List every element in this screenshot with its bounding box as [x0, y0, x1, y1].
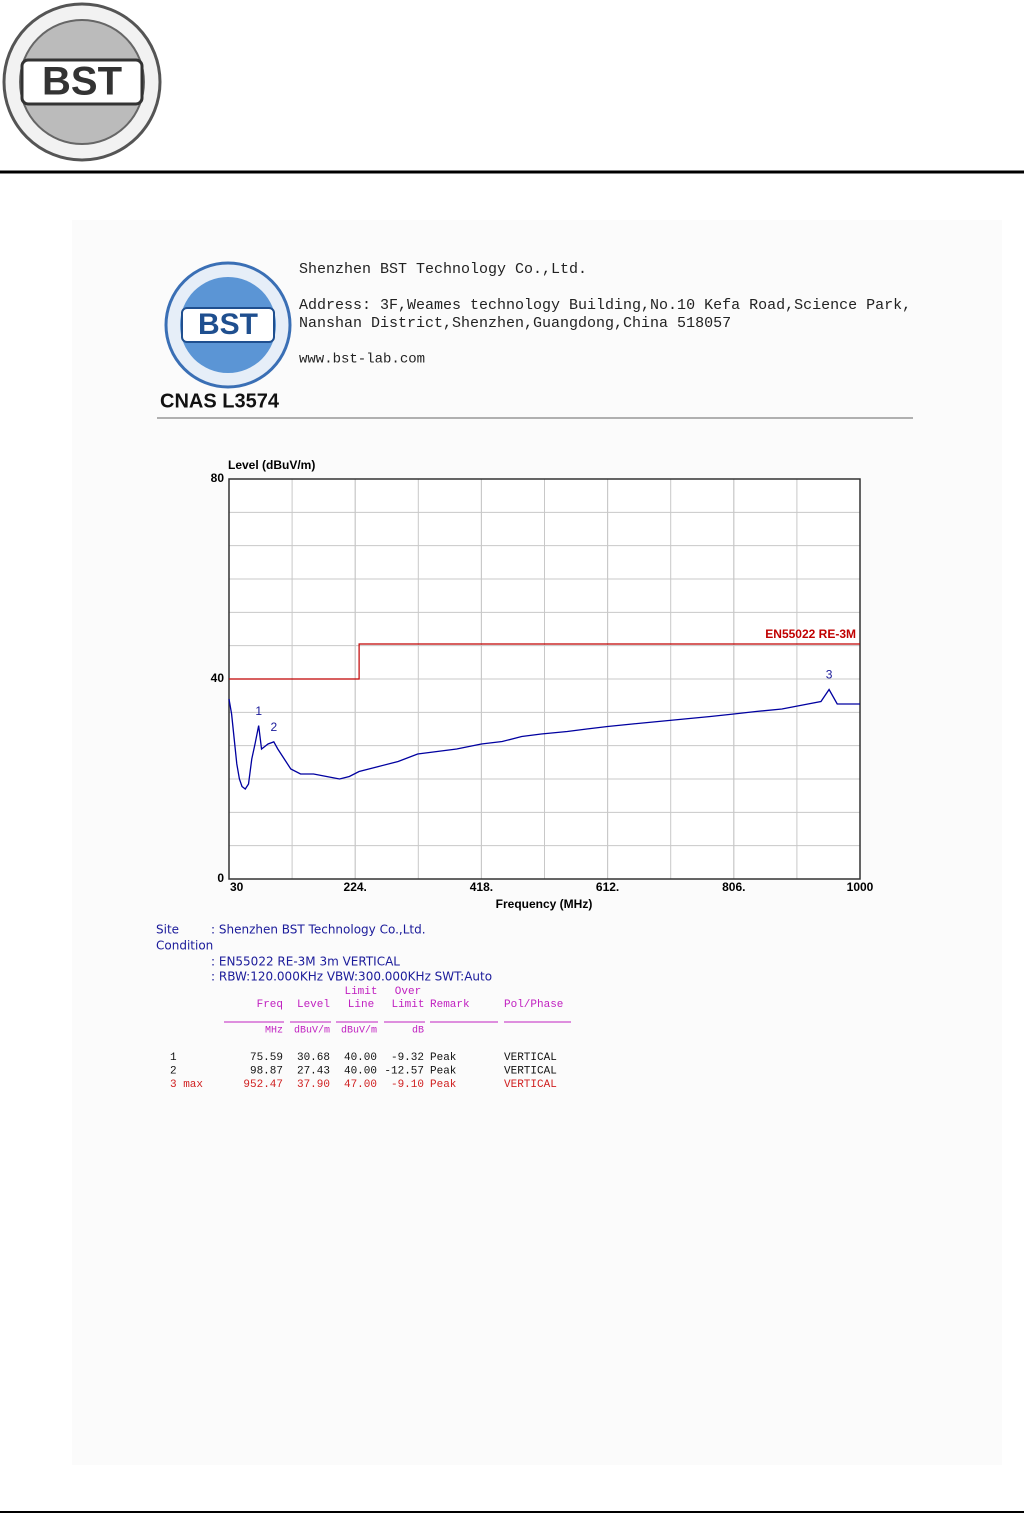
condition-value: : EN55022 RE-3M 3m VERTICAL: [211, 955, 400, 969]
condition-label: Condition: [156, 939, 213, 953]
column-header: Over: [395, 986, 421, 998]
table-cell: 37.90: [297, 1079, 330, 1091]
x-tick-label: 30: [230, 880, 244, 894]
x-tick-label: 806.: [722, 880, 745, 894]
column-unit: MHz: [265, 1026, 283, 1037]
legend-label: EN55022 RE-3M: [765, 627, 856, 641]
site-value: : Shenzhen BST Technology Co.,Ltd.: [211, 923, 426, 937]
table-cell: VERTICAL: [504, 1065, 557, 1077]
column-header: Limit: [391, 999, 424, 1011]
column-header: Pol/Phase: [504, 999, 563, 1011]
address-line: Nanshan District,Shenzhen,Guangdong,Chin…: [299, 315, 731, 332]
table-cell: 27.43: [297, 1065, 330, 1077]
x-axis-label: Frequency (MHz): [496, 897, 593, 911]
condition-value: : RBW:120.000KHz VBW:300.000KHz SWT:Auto: [211, 970, 492, 984]
table-cell: 1: [170, 1052, 177, 1064]
column-header: Line: [348, 999, 374, 1011]
logo-text: BST: [42, 60, 122, 104]
y-tick-label: 0: [217, 871, 224, 885]
table-cell: 75.59: [250, 1052, 283, 1064]
table-cell: -12.57: [384, 1065, 424, 1077]
table-cell: Peak: [430, 1079, 457, 1091]
column-header: Remark: [430, 999, 470, 1011]
trace-line: [228, 688, 860, 790]
table-cell: -9.32: [391, 1052, 424, 1064]
table-cell: 47.00: [344, 1079, 377, 1091]
table-cell: Peak: [430, 1065, 457, 1077]
marker-label: 1: [255, 704, 262, 718]
column-header: Level: [297, 999, 330, 1011]
table-cell: 3 max: [170, 1079, 203, 1091]
report-logo: BST: [164, 261, 292, 389]
column-header: Freq: [257, 999, 283, 1011]
top-logo: BST: [2, 2, 162, 162]
table-cell: 40.00: [344, 1065, 377, 1077]
table-cell: VERTICAL: [504, 1052, 557, 1064]
site-label: Site: [156, 923, 179, 937]
limit-line: [229, 643, 860, 680]
table-cell: VERTICAL: [504, 1079, 557, 1091]
marker-label: 2: [270, 720, 277, 734]
column-unit: dB: [412, 1025, 424, 1037]
website: www.bst-lab.com: [299, 352, 425, 368]
column-header: Limit: [344, 986, 377, 998]
table-cell: 2: [170, 1065, 177, 1077]
table-cell: 40.00: [344, 1052, 377, 1064]
address-line: Address: 3F,Weames technology Building,N…: [299, 297, 911, 314]
logo-text: BST: [198, 308, 258, 341]
y-axis-label: Level (dBuV/m): [228, 458, 315, 472]
table-cell: 98.87: [250, 1065, 283, 1077]
y-tick-label: 80: [211, 471, 225, 485]
table-cell: 952.47: [243, 1079, 283, 1091]
logo-band: [181, 307, 275, 343]
y-tick-label: 40: [211, 671, 225, 685]
x-tick-label: 612.: [596, 880, 619, 894]
table-cell: -9.10: [391, 1079, 424, 1091]
table-cell: Peak: [430, 1052, 457, 1064]
company-name: Shenzhen BST Technology Co.,Ltd.: [299, 261, 587, 278]
column-unit: dBuV/m: [294, 1025, 330, 1037]
accreditation: CNAS L3574: [160, 390, 280, 412]
x-tick-label: 1000: [847, 880, 874, 894]
x-tick-label: 224.: [344, 880, 367, 894]
table-cell: 30.68: [297, 1052, 330, 1064]
logo-band: [20, 58, 144, 106]
column-unit: dBuV/m: [341, 1025, 377, 1037]
marker-label: 3: [826, 668, 833, 682]
x-tick-label: 418.: [470, 880, 493, 894]
